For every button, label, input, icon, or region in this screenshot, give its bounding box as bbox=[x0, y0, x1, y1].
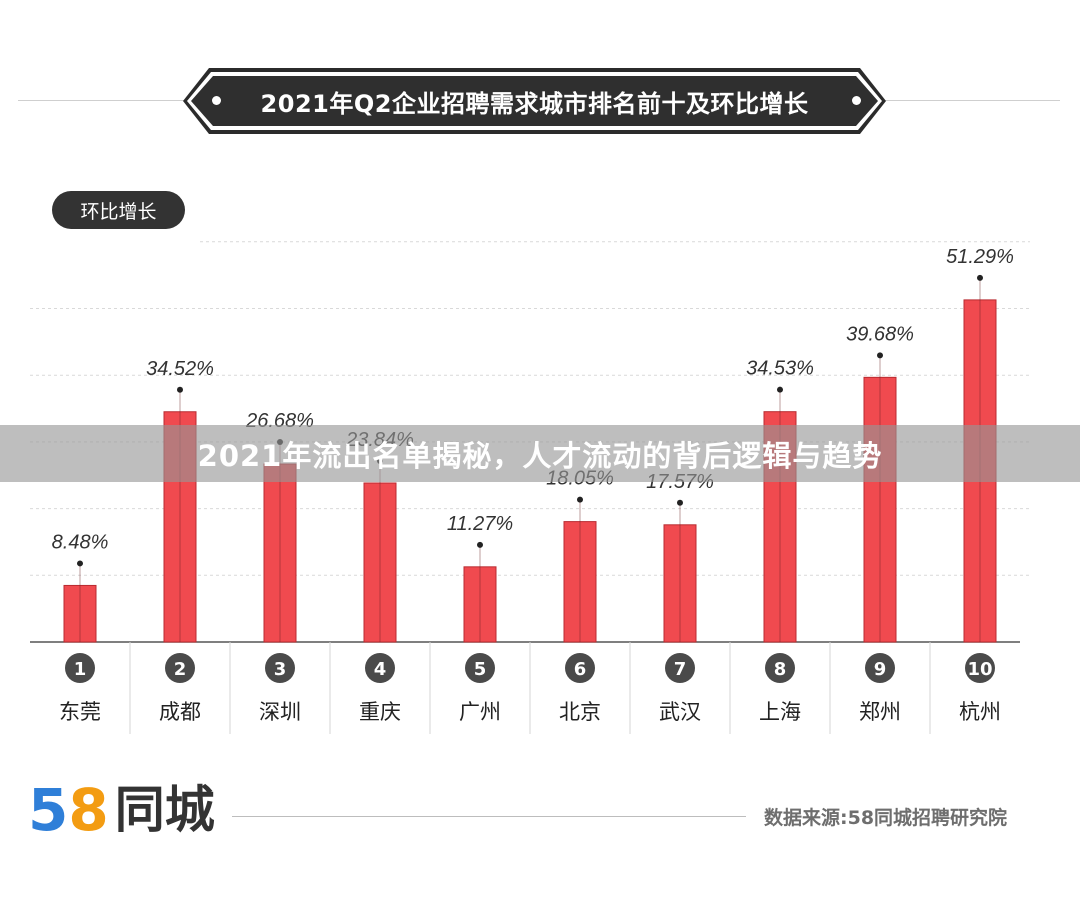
category-label-杭州: 杭州 bbox=[959, 700, 1001, 724]
value-label-成都: 34.52% bbox=[146, 358, 214, 380]
rank-badge-广州 bbox=[465, 653, 495, 683]
category-label-郑州: 郑州 bbox=[859, 700, 901, 724]
category-label-成都: 成都 bbox=[159, 700, 201, 724]
category-label-深圳: 深圳 bbox=[259, 700, 301, 724]
rank-number-东莞: 1 bbox=[74, 659, 87, 680]
rank-badge-郑州 bbox=[865, 653, 895, 683]
category-label-广州: 广州 bbox=[459, 700, 501, 724]
rank-badge-上海 bbox=[765, 653, 795, 683]
logo-name: 同城 bbox=[114, 781, 215, 839]
value-marker-东莞 bbox=[77, 560, 83, 567]
chart-title-badge-frame: 2021年Q2企业招聘需求城市排名前十及环比增长 bbox=[187, 72, 882, 130]
overlay-banner: 2021年流出名单揭秘，人才流动的背后逻辑与趋势 bbox=[0, 425, 1080, 482]
category-label-武汉: 武汉 bbox=[659, 700, 701, 724]
footer-rule bbox=[232, 816, 746, 817]
title-dot-right bbox=[852, 96, 861, 105]
rank-badge-武汉 bbox=[665, 653, 695, 683]
rank-badge-重庆 bbox=[365, 653, 395, 683]
logo-digit-5: 5 bbox=[28, 776, 69, 844]
y-axis-label: 环比增长 bbox=[52, 191, 185, 229]
rank-badge-东莞 bbox=[65, 653, 95, 683]
value-marker-武汉 bbox=[677, 499, 683, 506]
rank-number-广州: 5 bbox=[474, 659, 487, 680]
bar-chart: 8.48%1东莞34.52%2成都26.68%3深圳23.84%4重庆11.27… bbox=[30, 241, 1030, 734]
rank-badge-北京 bbox=[565, 653, 595, 683]
value-marker-成都 bbox=[177, 386, 183, 393]
rank-number-深圳: 3 bbox=[274, 659, 287, 680]
value-marker-郑州 bbox=[877, 352, 883, 359]
rank-number-武汉: 7 bbox=[674, 659, 687, 680]
chart-title: 2021年Q2企业招聘需求城市排名前十及环比增长 bbox=[260, 89, 809, 118]
brand-logo: 5 8 同城 bbox=[28, 778, 215, 842]
value-marker-上海 bbox=[777, 386, 783, 393]
rank-badge-深圳 bbox=[265, 653, 295, 683]
value-label-广州: 11.27% bbox=[447, 513, 513, 535]
category-label-重庆: 重庆 bbox=[359, 700, 401, 724]
rank-number-成都: 2 bbox=[174, 659, 187, 680]
value-label-杭州: 51.29% bbox=[946, 246, 1014, 268]
logo-digit-8: 8 bbox=[68, 776, 109, 844]
category-label-上海: 上海 bbox=[759, 700, 801, 724]
value-label-东莞: 8.48% bbox=[52, 531, 109, 553]
value-label-上海: 34.53% bbox=[746, 358, 814, 380]
value-marker-杭州 bbox=[977, 274, 983, 281]
rank-badge-杭州 bbox=[965, 653, 995, 683]
rank-number-北京: 6 bbox=[574, 659, 587, 680]
title-dot-left bbox=[212, 96, 221, 105]
value-label-郑州: 39.68% bbox=[846, 323, 914, 345]
data-source: 数据来源:58同城招聘研究院 bbox=[764, 807, 1008, 829]
category-label-东莞: 东莞 bbox=[59, 700, 101, 724]
rank-number-郑州: 9 bbox=[874, 659, 887, 680]
category-label-北京: 北京 bbox=[559, 700, 601, 724]
rank-badge-成都 bbox=[165, 653, 195, 683]
title-rule-left bbox=[18, 100, 188, 101]
value-marker-北京 bbox=[577, 496, 583, 503]
value-marker-广州 bbox=[477, 541, 483, 548]
chart-title-badge-core: 2021年Q2企业招聘需求城市排名前十及环比增长 bbox=[191, 76, 878, 126]
title-rule-right bbox=[880, 100, 1060, 101]
rank-number-杭州: 10 bbox=[967, 659, 992, 680]
rank-number-上海: 8 bbox=[774, 659, 787, 680]
banner-text: 2021年流出名单揭秘，人才流动的背后逻辑与趋势 bbox=[197, 438, 883, 473]
rank-number-重庆: 4 bbox=[374, 659, 387, 680]
chart-title-badge: 2021年Q2企业招聘需求城市排名前十及环比增长 bbox=[183, 68, 886, 134]
